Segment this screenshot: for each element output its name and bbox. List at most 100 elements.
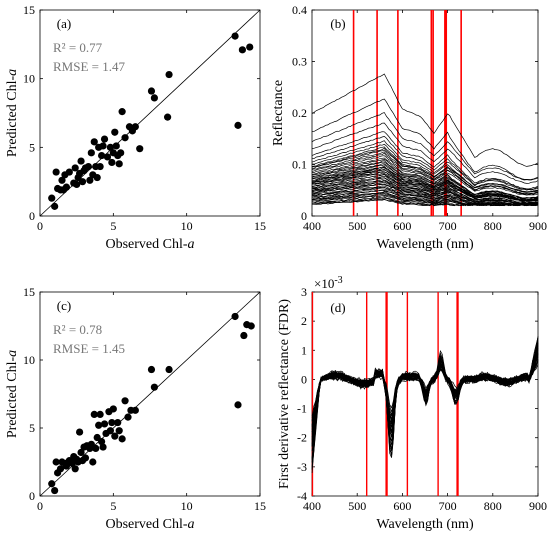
data-point [100, 135, 109, 143]
x-tick-label: 5 [110, 499, 116, 513]
data-point [98, 438, 106, 446]
data-point [231, 312, 239, 321]
x-axis-label: Wavelength (nm) [376, 237, 474, 252]
plot-frame-2 [39, 291, 261, 497]
spectrum-line [311, 161, 539, 199]
x-tick-label: 800 [484, 499, 502, 513]
data-point [231, 32, 239, 40]
data-point [234, 401, 242, 409]
data-point [111, 128, 119, 136]
fdr-line [311, 338, 539, 469]
data-point [71, 465, 79, 473]
data-point [76, 428, 84, 436]
data-point [48, 480, 56, 488]
data-point [118, 435, 126, 443]
data-point [96, 162, 104, 171]
data-point [109, 405, 117, 413]
y-tick-label: 0.2 [292, 106, 307, 120]
x-tick-label: 600 [393, 499, 411, 513]
data-point [164, 113, 172, 121]
data-point [147, 365, 156, 374]
data-point [58, 176, 66, 184]
spectrum-line [311, 155, 539, 196]
y-tick-label: 0 [29, 489, 35, 503]
x-tick-label: 800 [484, 219, 502, 233]
data-point [121, 134, 129, 142]
data-point [86, 176, 94, 184]
data-point [131, 406, 139, 414]
data-point [117, 149, 125, 157]
data-point [131, 123, 139, 131]
data-point [165, 365, 173, 374]
y-tick-label: -2 [297, 431, 307, 445]
x-axis-label: Observed Chl-a [105, 237, 194, 252]
data-point [121, 397, 129, 405]
spectrum-line [311, 171, 539, 202]
y-tick-label: 2 [301, 314, 307, 328]
data-point [77, 157, 85, 165]
data-point [115, 427, 123, 435]
y-axis-label: Predicted Chl-a [5, 350, 20, 438]
y-axis-label: Reflectance [271, 80, 286, 146]
data-point [115, 160, 123, 168]
data-point [51, 202, 59, 210]
data-point [95, 421, 103, 429]
x-tick-label: 700 [439, 219, 457, 233]
spectrum-line [311, 122, 539, 184]
data-point [238, 46, 246, 54]
x-tick-label: 10 [181, 499, 193, 513]
x-tick-label: 0 [37, 219, 43, 233]
y-tick-label: 0 [301, 209, 307, 223]
fdr-line [311, 343, 539, 467]
spectrum-line [311, 174, 539, 202]
spectrum-line [311, 188, 539, 207]
data-point [84, 162, 92, 171]
data-point [78, 178, 87, 186]
data-point [136, 145, 144, 153]
data-point [90, 410, 98, 418]
x-tick-label: 5 [110, 219, 116, 233]
y-tick-label: -3 [297, 460, 307, 474]
panel-label: (a) [57, 16, 71, 31]
data-point [106, 427, 114, 435]
spectrum-line [311, 152, 539, 194]
data-point [147, 87, 156, 95]
spectrum-line [311, 136, 539, 190]
spectrum-line [311, 179, 539, 205]
y-tick-label: 10 [23, 72, 35, 86]
y-tick-label: 0.4 [292, 3, 307, 17]
x-tick-label: 600 [393, 219, 411, 233]
panel-label: (c) [57, 298, 71, 313]
y-tick-label: 15 [23, 285, 35, 299]
data-point [150, 383, 158, 391]
spectrum-line [311, 159, 539, 199]
plot-frame-0 [39, 9, 261, 217]
data-point [240, 331, 248, 340]
spectrum-line [311, 181, 539, 206]
data-point [106, 143, 114, 151]
x-axis-label: Observed Chl-a [105, 517, 194, 532]
data-point [246, 43, 254, 51]
data-point [62, 183, 70, 191]
spectrum-line [311, 183, 539, 205]
y-tick-label: 5 [29, 421, 35, 435]
panel-label: (b) [330, 16, 345, 31]
y-tick-label: 10 [23, 353, 35, 367]
spectrum-line [311, 147, 539, 193]
data-point [98, 151, 106, 160]
data-point [247, 322, 255, 330]
data-point [51, 486, 59, 495]
spectrum-line [311, 112, 539, 181]
fdr-line [311, 344, 539, 452]
data-point [100, 420, 109, 428]
x-tick-label: 15 [254, 219, 266, 233]
spectrum-line [311, 177, 539, 204]
data-point [99, 443, 107, 451]
x-tick-label: 500 [348, 499, 366, 513]
x-tick-label: 10 [181, 219, 193, 233]
fdr-line [311, 337, 539, 471]
data-point [112, 142, 120, 150]
fdr-line [311, 336, 539, 474]
rmse-label: RMSE = 1.47 [53, 59, 125, 74]
